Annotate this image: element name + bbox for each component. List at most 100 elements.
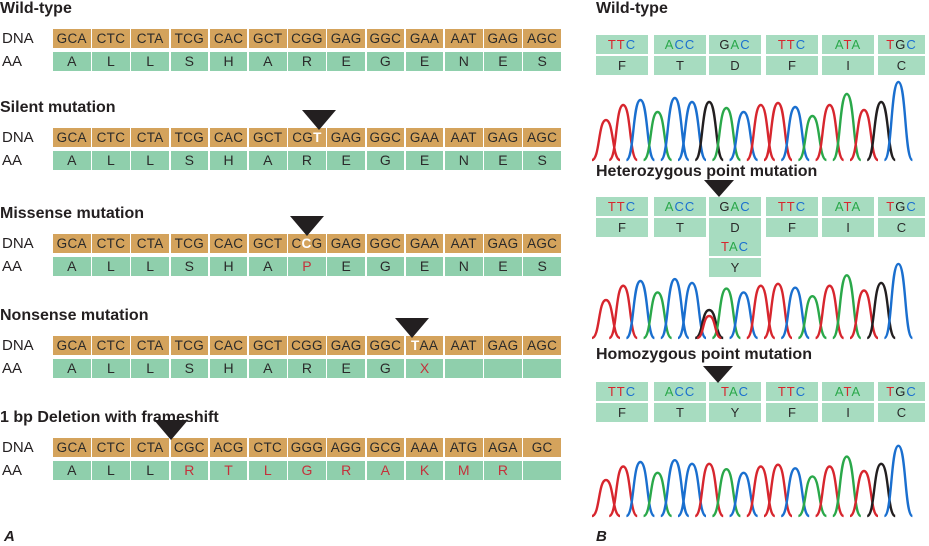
codon-box: GAA [405,234,444,253]
codon-box: AGG [327,438,365,457]
codon-box: CTC [92,128,130,147]
trace-peak [814,465,845,518]
homozygous-chromatogram [591,444,914,518]
panel-b-label: B [596,528,607,545]
amino-acid-box: G [366,257,405,276]
section-a3-title: Nonsense mutation [0,307,149,324]
codon-box: CTA [131,438,169,457]
wt-codon-box: GAC [709,35,761,54]
codon-box: AGC [523,234,561,253]
amino-acid-box: H [209,52,248,71]
amino-acid-box [523,359,561,378]
codon-box: GCT [249,128,287,147]
wt-codon-box: ATA [822,35,874,54]
codon-box: GGC [366,336,405,355]
het-codon-box: ACC [654,197,706,216]
codon-box: GGG [288,438,326,457]
amino-acid-box: N [445,151,483,170]
codon-box: TCG [170,234,209,253]
codon-box: GCA [53,336,91,355]
hom-amino-acid-box: F [596,403,648,422]
section-b1-title: Heterozygous point mutation [596,163,818,180]
aa-row-label: AA [2,462,23,479]
trace-peak [591,298,621,340]
amino-acid-box: H [209,151,248,170]
codon-box: CTC [92,336,130,355]
codon-box: CTA [131,336,169,355]
amino-acid-box: G [366,151,405,170]
amino-acid-box: L [131,359,169,378]
amino-acid-box: S [170,359,209,378]
codon-box: CTC [92,438,130,457]
codon-box: GGC [366,29,405,48]
codon-box: GGC [366,234,405,253]
codon-box: CTA [131,234,169,253]
mutation-marker-icon [302,110,337,130]
amino-acid-box: S [523,52,561,71]
het-codon-box: TGC [878,197,925,216]
wt-amino-acid-box: F [596,56,648,75]
amino-acid-box: X [405,359,444,378]
codon-box: GCT [249,234,287,253]
hom-codon-box: ACC [654,382,706,401]
amino-acid-box: E [327,151,365,170]
wt-amino-acid-box: T [654,56,706,75]
wt-amino-acid-box: D [709,56,761,75]
dna-row-label: DNA [2,337,34,354]
trace-peak [728,291,759,340]
trace-peak [642,471,673,518]
codon-box: AGC [523,128,561,147]
codon-box: GCA [53,29,91,48]
codon-box: ATG [445,438,483,457]
amino-acid-box: E [327,52,365,71]
trace-peak [883,80,914,162]
amino-acid-box: A [249,257,287,276]
amino-acid-box: A [366,461,405,480]
hom-mutation-marker-icon [703,366,733,383]
amino-acid-box: A [249,52,287,71]
amino-acid-box: L [131,52,169,71]
amino-acid-box [484,359,522,378]
het-alt-codon-box: TAC [709,237,761,256]
mutation-marker-icon [395,318,430,338]
trace-peak [728,110,759,162]
amino-acid-box: S [523,151,561,170]
codon-box: AAT [445,128,483,147]
amino-acid-box: L [249,461,287,480]
aa-row-label: AA [2,360,23,377]
amino-acid-box: S [170,151,209,170]
amino-acid-box: K [405,461,444,480]
codon-box: CAC [209,336,248,355]
hom-codon-box: ATA [822,382,874,401]
mutation-marker-icon [153,420,188,440]
codon-box: GAA [405,29,444,48]
amino-acid-box: E [484,52,522,71]
codon-box: CAC [209,234,248,253]
codon-box: AAT [445,29,483,48]
amino-acid-box: S [170,257,209,276]
het-codon-box: TTC [766,197,818,216]
trace-peak [797,294,828,340]
codon-box: CCG [288,234,326,253]
panel-a-label: A [4,528,15,545]
amino-acid-box: L [131,151,169,170]
amino-acid-box: G [288,461,326,480]
wt-amino-acid-box: C [878,56,925,75]
trace-peak [848,289,880,340]
codon-box: GCA [53,128,91,147]
codon-box: GCT [249,29,287,48]
codon-box: CAC [209,128,248,147]
trace-peak [591,478,621,518]
amino-acid-box: E [405,52,444,71]
amino-acid-box: R [484,461,522,480]
codon-box: AGC [523,336,561,355]
amino-acid-box: L [92,461,130,480]
amino-acid-box: R [288,359,326,378]
amino-acid-box: R [288,52,326,71]
codon-box: GAG [484,29,522,48]
amino-acid-box: T [209,461,248,480]
wt-codon-box: TTC [596,35,648,54]
codon-box: GGC [366,128,405,147]
codon-box: CGT [288,128,326,147]
codon-box: GCT [249,336,287,355]
